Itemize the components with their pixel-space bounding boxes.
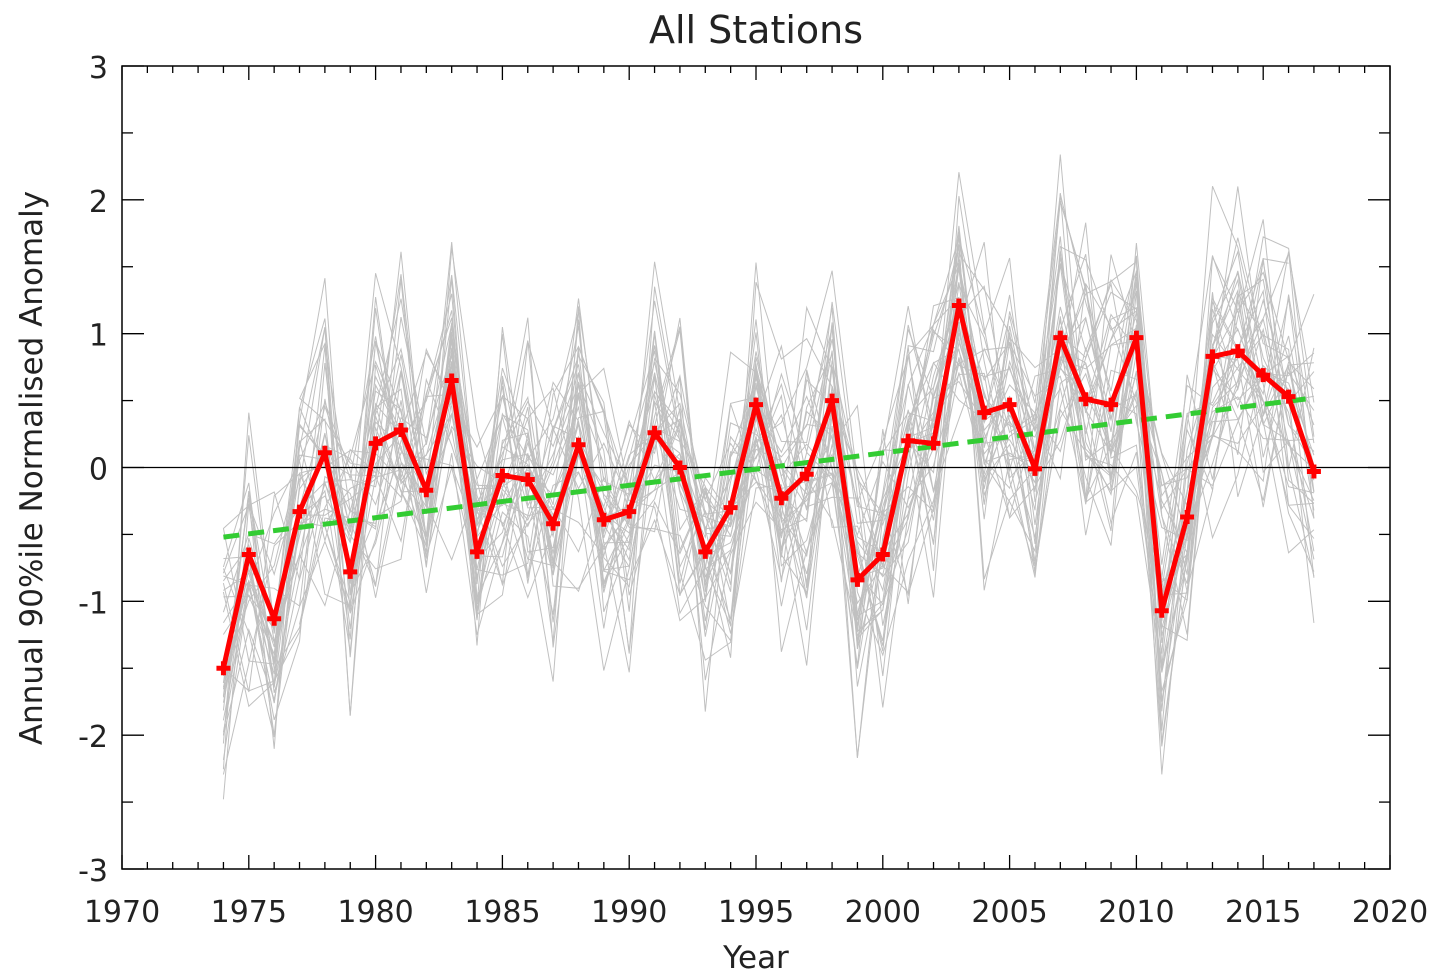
x-tick-label: 2000	[845, 895, 921, 930]
mean-point	[495, 468, 510, 483]
mean-point	[470, 544, 485, 559]
x-tick-label: 1990	[591, 895, 667, 930]
mean-point	[1027, 461, 1042, 476]
mean-series	[216, 298, 1321, 676]
mean-point	[875, 547, 890, 562]
y-tick-label: -1	[78, 586, 108, 621]
x-tick-label: 1980	[337, 895, 413, 930]
trend-line	[223, 395, 1315, 540]
mean-point	[267, 611, 282, 626]
station-line	[222, 172, 1314, 736]
mean-point	[343, 564, 358, 579]
mean-point	[774, 491, 789, 506]
mean-point	[292, 504, 307, 519]
mean-point	[216, 661, 231, 676]
station-line	[222, 243, 1315, 716]
station-line	[299, 257, 1289, 712]
x-axis-title: Year	[722, 940, 789, 974]
mean-point	[1205, 349, 1220, 364]
mean-point	[393, 423, 408, 438]
y-tick-label: 2	[89, 185, 108, 220]
mean-point	[951, 298, 966, 313]
station-lines	[222, 154, 1315, 800]
mean-point	[596, 512, 611, 527]
mean-point	[1129, 330, 1144, 345]
x-tick-label: 2005	[971, 895, 1047, 930]
mean-point	[850, 572, 865, 587]
mean-point	[571, 437, 586, 452]
station-line	[222, 290, 1315, 738]
mean-point	[1180, 510, 1195, 525]
y-tick-label: 3	[89, 51, 108, 86]
mean-point	[825, 393, 840, 408]
mean-point	[241, 547, 256, 562]
x-tick-label: 1995	[718, 895, 794, 930]
mean-point	[977, 405, 992, 420]
mean-point	[901, 433, 916, 448]
x-tick-label: 2010	[1098, 895, 1174, 930]
mean-point	[672, 460, 687, 475]
y-tick-labels: -3 -2 -1 0 1 2 3	[78, 51, 108, 889]
mean-point	[723, 500, 738, 515]
mean-point	[1256, 368, 1271, 383]
mean-point	[317, 445, 332, 460]
y-tick-label: 1	[89, 319, 108, 354]
y-tick-label: -3	[78, 854, 108, 889]
station-line	[223, 237, 1315, 712]
y-tick-label: -2	[78, 720, 108, 755]
mean-point	[1230, 344, 1245, 359]
axis-ticks	[121, 65, 1391, 870]
mean-point	[622, 504, 637, 519]
mean-point	[799, 467, 814, 482]
mean-point	[520, 472, 535, 487]
x-tick-label: 2020	[1352, 895, 1428, 930]
mean-point	[368, 436, 383, 451]
trend-line-stroke	[223, 395, 1315, 540]
x-tick-label: 1970	[84, 895, 160, 930]
mean-point	[1154, 603, 1169, 618]
y-tick-label: 0	[89, 453, 108, 488]
mean-point	[926, 436, 941, 451]
mean-point	[444, 373, 459, 388]
y-axis-title: Annual 90%ile Normalised Anomaly	[14, 191, 50, 745]
x-tick-label: 2015	[1225, 895, 1301, 930]
mean-line	[220, 303, 1317, 669]
mean-point	[1281, 389, 1296, 404]
mean-point	[698, 544, 713, 559]
mean-point	[749, 397, 763, 412]
mean-point	[1078, 392, 1093, 407]
mean-point	[1104, 397, 1119, 412]
x-tick-label: 1975	[211, 895, 287, 930]
chart-title: All Stations	[649, 8, 863, 52]
x-tick-labels: 1970 1975 1980 1985 1990 1995 2000 2005 2010 2015…	[84, 895, 1428, 930]
mean-point	[1306, 464, 1321, 479]
mean-point	[419, 483, 434, 498]
mean-point	[647, 425, 662, 440]
x-tick-label: 1985	[464, 895, 540, 930]
mean-point	[1053, 330, 1068, 345]
mean-point	[1002, 397, 1017, 412]
mean-point	[546, 516, 561, 531]
station-line	[222, 222, 1315, 640]
